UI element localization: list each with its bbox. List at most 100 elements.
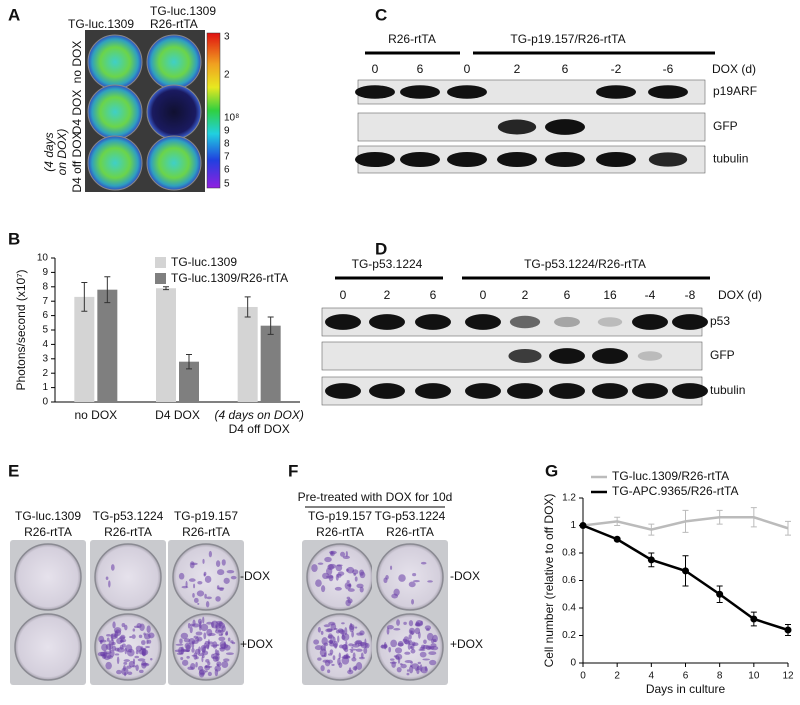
band [355, 85, 395, 99]
colony [346, 596, 351, 600]
band [325, 314, 361, 330]
colony [348, 643, 354, 647]
colony [344, 627, 348, 636]
x-tick-label: 0 [580, 671, 586, 682]
colony [225, 652, 234, 656]
colony [331, 663, 335, 666]
band [355, 151, 395, 168]
colony [178, 646, 184, 655]
colony [178, 572, 185, 580]
colony [314, 645, 323, 651]
colony [408, 627, 416, 635]
colony [138, 669, 144, 674]
colony [313, 639, 320, 645]
colony [135, 650, 139, 655]
colony [116, 669, 122, 675]
colony [204, 593, 207, 599]
colony [105, 576, 109, 580]
colony [354, 643, 357, 646]
colony [417, 661, 421, 665]
colony [424, 666, 428, 672]
column-label: R26-rtTA [150, 17, 198, 31]
colony [340, 551, 346, 557]
y-tick-label: 10 [37, 253, 49, 264]
bar [74, 296, 95, 402]
row-note: on DOX) [55, 129, 69, 176]
colony [350, 649, 354, 653]
colony [207, 639, 210, 647]
colony [381, 644, 385, 649]
row-label: tubulin [713, 152, 748, 166]
colony [203, 632, 207, 640]
colony [414, 668, 419, 671]
colony [341, 622, 345, 625]
band [672, 383, 708, 399]
colony [396, 666, 402, 673]
colony [327, 653, 333, 656]
colony [141, 640, 146, 646]
colorbar-label: 9 [224, 126, 230, 137]
colony [337, 571, 345, 576]
band [648, 85, 688, 99]
colony [396, 619, 400, 626]
marker [716, 590, 724, 598]
colony [188, 578, 196, 582]
y-tick-label: 3 [42, 353, 48, 364]
colony [105, 661, 112, 670]
colony [116, 637, 123, 645]
colony [408, 634, 412, 640]
colony [203, 571, 207, 576]
colony [132, 628, 136, 632]
colony [429, 659, 437, 666]
colony [141, 660, 147, 669]
group-label: TG-p53.1224/R26-rtTA [524, 257, 646, 271]
colony [352, 643, 360, 648]
colony [342, 555, 350, 560]
colony [336, 564, 343, 567]
y-tick-label: 8 [42, 281, 48, 292]
colorbar-label: 3 [224, 32, 230, 43]
column-label: TG-p53.1224 [93, 509, 164, 523]
y-tick-label: 7 [42, 296, 48, 307]
colony [200, 623, 209, 632]
row-label: GFP [710, 348, 735, 362]
well [87, 34, 143, 90]
band [637, 351, 663, 361]
colony [364, 642, 370, 649]
x-tick-label: D4 off DOX [229, 422, 290, 436]
colony [218, 636, 226, 642]
colony [202, 558, 205, 564]
colony [121, 667, 129, 676]
colony [412, 580, 420, 583]
colony [187, 666, 194, 671]
band [596, 151, 636, 168]
colony [427, 580, 433, 583]
colony [410, 648, 416, 654]
x-axis-label: Days in culture [646, 682, 726, 696]
colony [103, 652, 111, 661]
panel-title: Pre-treated with DOX for 10d [298, 490, 453, 504]
band [447, 151, 487, 168]
colorbar-label: 7 [224, 152, 230, 163]
panel-label: D [375, 239, 387, 258]
colony [121, 623, 126, 628]
colony [123, 665, 126, 672]
lane-label: -6 [663, 62, 674, 76]
colony [419, 651, 427, 658]
colony [412, 573, 417, 577]
band [447, 85, 487, 99]
colony [134, 655, 140, 659]
colony [311, 564, 318, 572]
colorbar-label: 2 [224, 70, 230, 81]
colony [176, 652, 183, 655]
colorbar-label: 10⁸ [224, 113, 239, 124]
colony [337, 635, 340, 643]
colony [397, 656, 401, 664]
colony [394, 647, 403, 654]
band [545, 151, 585, 168]
column-label: R26-rtTA [104, 525, 152, 539]
colony [129, 635, 133, 638]
lane-label: 6 [562, 62, 569, 76]
row-label: D4 off DOX [70, 131, 84, 192]
